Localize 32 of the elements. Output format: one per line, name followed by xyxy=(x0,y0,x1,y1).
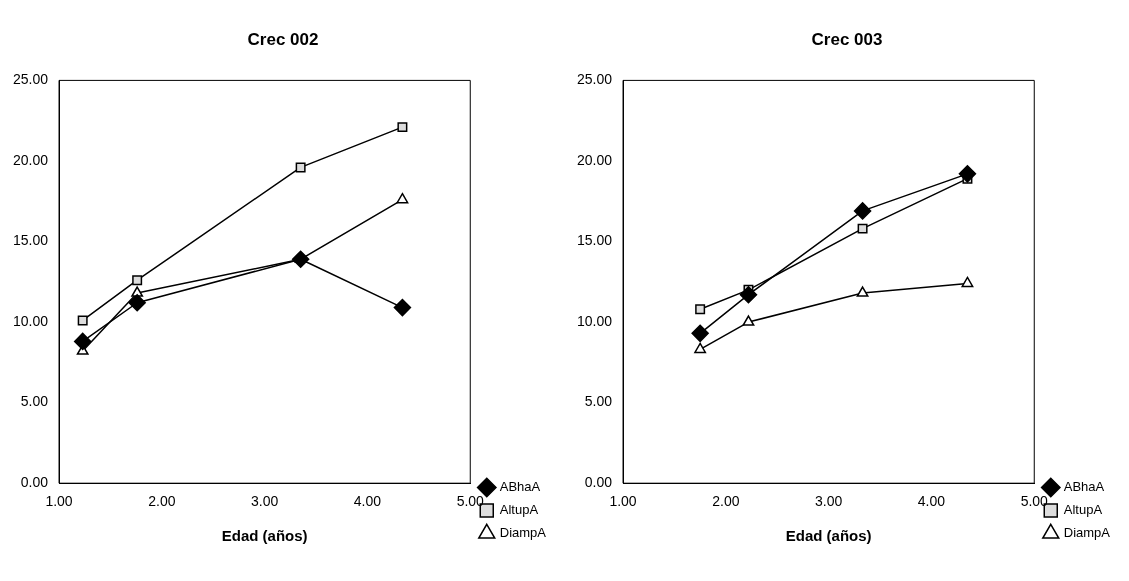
y-tick-label: 0.00 xyxy=(584,474,613,491)
x-tick-label: 5.00 xyxy=(456,493,485,510)
y-tick-label: 10.00 xyxy=(12,312,49,329)
x-axis-title: Edad (años) xyxy=(785,527,872,545)
y-tick-label: 0.00 xyxy=(20,474,49,491)
legend-label: ABhaA xyxy=(499,479,541,495)
x-tick-label: 1.00 xyxy=(45,493,73,510)
legend-label: AltupA xyxy=(1063,502,1103,518)
legend-label: DiampA xyxy=(1063,525,1111,541)
y-tick-label: 5.00 xyxy=(584,393,613,410)
x-tick-label: 2.00 xyxy=(148,493,176,510)
y-tick-label: 20.00 xyxy=(12,151,49,168)
chart-title: Crec 002 xyxy=(247,29,319,49)
x-tick-label: 5.00 xyxy=(1020,493,1049,510)
x-tick-label: 2.00 xyxy=(712,493,740,510)
y-tick-label: 15.00 xyxy=(12,232,49,249)
y-tick-label: 15.00 xyxy=(576,232,613,249)
y-tick-label: 25.00 xyxy=(576,71,613,88)
x-tick-label: 4.00 xyxy=(353,493,382,510)
x-tick-label: 3.00 xyxy=(815,493,843,510)
y-tick-label: 10.00 xyxy=(576,312,613,329)
y-tick-label: 20.00 xyxy=(576,151,613,168)
chart-title: Crec 003 xyxy=(811,29,883,49)
legend-label: DiampA xyxy=(499,525,547,541)
legend-label: AltupA xyxy=(499,502,539,518)
x-tick-label: 1.00 xyxy=(609,493,637,510)
y-tick-label: 5.00 xyxy=(20,393,49,410)
x-tick-label: 3.00 xyxy=(251,493,279,510)
legend-label: ABhaA xyxy=(1063,479,1105,495)
y-tick-label: 25.00 xyxy=(12,71,49,88)
x-axis-title: Edad (años) xyxy=(221,527,308,545)
x-tick-label: 4.00 xyxy=(917,493,946,510)
